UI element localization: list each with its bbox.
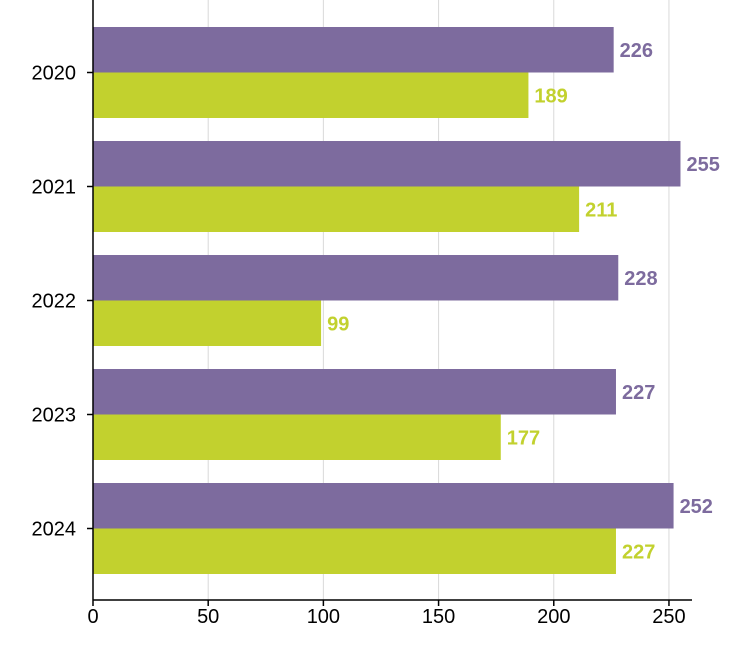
data-label-2021-series-1: 255: [686, 154, 719, 176]
bars: [93, 27, 681, 574]
x-tick-label-0: 0: [87, 606, 98, 628]
data-label-2021-series-2: 211: [585, 199, 617, 221]
data-label-2020-series-2: 189: [534, 85, 567, 107]
y-tick-label-2021: 2021: [32, 177, 77, 199]
bar-2021-series-1: [93, 141, 681, 187]
bar-2023-series-1: [93, 369, 616, 415]
data-label-2020-series-1: 226: [620, 40, 653, 62]
bar-2024-series-2: [93, 528, 616, 574]
x-tick-label-50: 50: [197, 606, 219, 628]
x-tick-label-200: 200: [537, 606, 570, 628]
data-labels: 226 189 255 211 228 99 227 177 252 227: [327, 40, 720, 564]
bar-2020-series-2: [93, 72, 529, 118]
bar-2021-series-2: [93, 186, 580, 232]
data-label-2024-series-2: 227: [622, 541, 655, 563]
y-tick-label-2023: 2023: [32, 405, 77, 427]
x-tick-label-250: 250: [652, 606, 685, 628]
x-tick-label-100: 100: [307, 606, 340, 628]
axes: 0 50 100 150 200 250 2020 2021 2022 2023 2024: [32, 0, 692, 628]
y-tick-label-2022: 2022: [32, 291, 77, 313]
bar-2022-series-1: [93, 255, 619, 301]
data-label-2022-series-2: 99: [327, 313, 349, 335]
data-label-2023-series-2: 177: [507, 427, 540, 449]
y-tick-label-2020: 2020: [32, 63, 77, 85]
data-label-2024-series-1: 252: [680, 496, 713, 518]
bar-2023-series-2: [93, 414, 501, 460]
data-label-2022-series-1: 228: [624, 268, 657, 290]
bar-2020-series-1: [93, 27, 614, 73]
x-tick-label-150: 150: [422, 606, 455, 628]
bar-2022-series-2: [93, 300, 322, 346]
data-label-2023-series-1: 227: [622, 382, 655, 404]
y-tick-label-2024: 2024: [32, 519, 77, 541]
bar-2024-series-1: [93, 483, 674, 529]
